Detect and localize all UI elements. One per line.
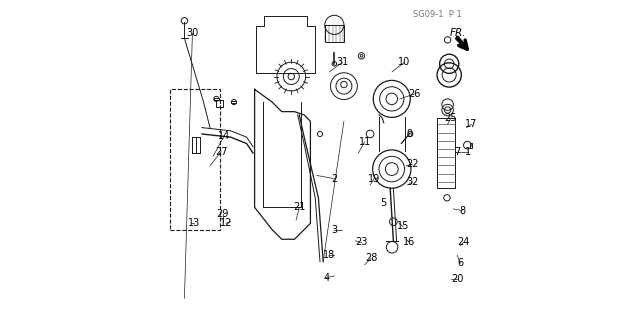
Bar <box>170 89 220 230</box>
Bar <box>437 118 455 188</box>
Text: 18: 18 <box>323 250 336 260</box>
Bar <box>231 101 236 103</box>
Text: 24: 24 <box>458 237 470 248</box>
Text: 11: 11 <box>358 137 371 147</box>
Text: SG09-1  P 1: SG09-1 P 1 <box>413 10 461 19</box>
Text: 13: 13 <box>188 218 200 228</box>
Text: 8: 8 <box>459 205 465 216</box>
Text: 15: 15 <box>397 221 409 232</box>
Text: 30: 30 <box>186 28 198 39</box>
Text: 5: 5 <box>381 197 387 208</box>
Text: 32: 32 <box>406 177 419 187</box>
Text: 28: 28 <box>365 253 377 263</box>
Text: 7: 7 <box>454 146 460 157</box>
Text: 26: 26 <box>408 89 420 99</box>
Text: 27: 27 <box>215 146 227 157</box>
Text: 12: 12 <box>220 218 232 228</box>
Text: 16: 16 <box>403 237 415 248</box>
Text: 17: 17 <box>465 119 477 130</box>
Text: 21: 21 <box>293 202 305 212</box>
Text: 20: 20 <box>451 274 463 284</box>
Text: 2: 2 <box>332 174 337 184</box>
Text: FR.: FR. <box>450 28 467 39</box>
Text: 22: 22 <box>406 159 419 169</box>
Bar <box>214 98 219 100</box>
Text: 9: 9 <box>406 129 412 139</box>
Text: 1: 1 <box>465 146 472 157</box>
Text: 14: 14 <box>218 130 230 141</box>
Text: 3: 3 <box>332 225 337 235</box>
Text: 29: 29 <box>216 209 229 219</box>
Text: 31: 31 <box>336 57 348 67</box>
Text: 4: 4 <box>323 272 330 283</box>
Text: 6: 6 <box>458 258 463 268</box>
Text: 23: 23 <box>355 237 367 248</box>
Text: 25: 25 <box>445 113 457 123</box>
Bar <box>324 25 344 42</box>
Text: 19: 19 <box>368 174 380 184</box>
Text: 10: 10 <box>399 57 411 67</box>
Bar <box>216 100 223 107</box>
